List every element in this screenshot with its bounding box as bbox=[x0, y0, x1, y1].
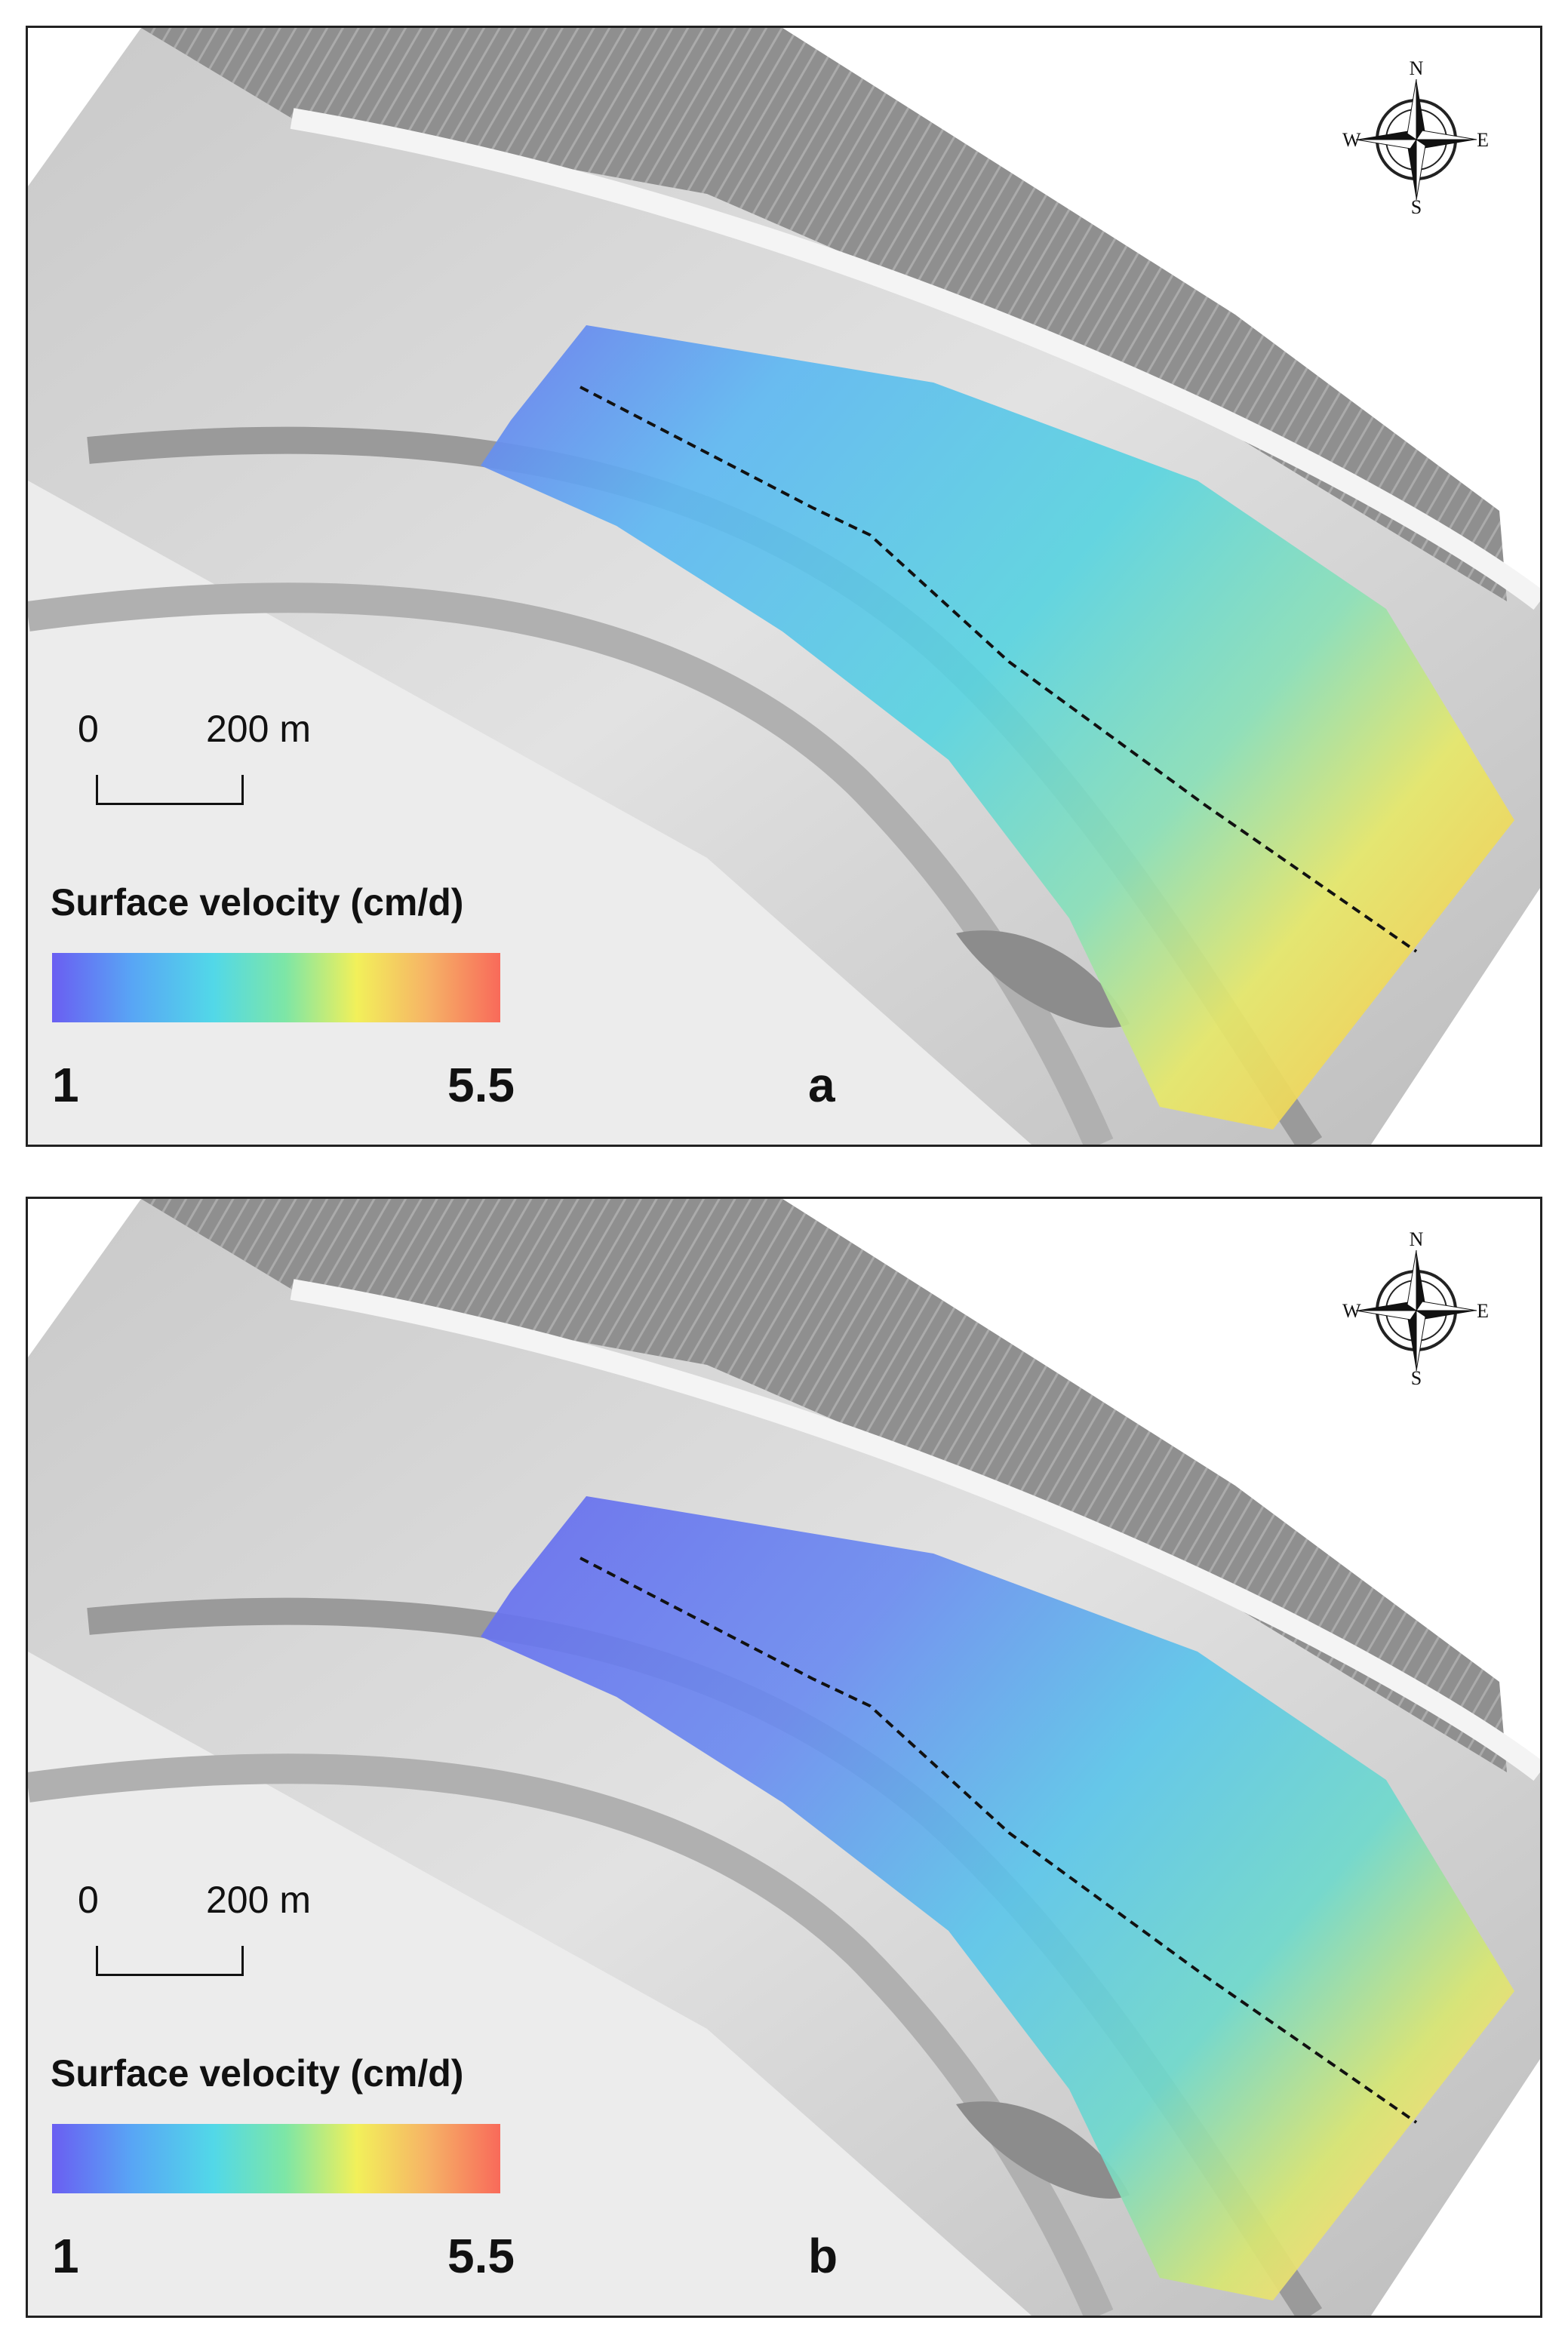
scale-bar bbox=[96, 775, 244, 805]
scale-distance: 200 m bbox=[206, 1879, 311, 1921]
profile-line bbox=[580, 1557, 1418, 2124]
scale-zero: 0 bbox=[78, 1879, 99, 1921]
compass-e: E bbox=[1477, 1300, 1489, 1322]
compass-n: N bbox=[1410, 1229, 1424, 1250]
map-panel-a: N S E W 0 200 m Surface velocity (cm/d) … bbox=[26, 26, 1542, 1147]
compass-e: E bbox=[1477, 129, 1489, 151]
compass-w: W bbox=[1342, 1300, 1361, 1322]
map-panel-b: N S E W 0 200 m Surface velocity (cm/d) … bbox=[26, 1197, 1542, 2318]
compass-s: S bbox=[1411, 1367, 1422, 1388]
north-arrow-icon: N S E W bbox=[1341, 1228, 1492, 1389]
legend-title: Surface velocity (cm/d) bbox=[51, 2052, 464, 2095]
legend-title: Surface velocity (cm/d) bbox=[51, 881, 464, 924]
scale-zero: 0 bbox=[78, 708, 99, 750]
scale-bar bbox=[96, 1946, 244, 1976]
velocity-overlay bbox=[481, 325, 1514, 1129]
hillshade-map bbox=[28, 1199, 1540, 2316]
scale-distance: 200 m bbox=[206, 708, 311, 750]
hillshade-map bbox=[28, 28, 1540, 1145]
compass-w: W bbox=[1342, 129, 1361, 151]
compass-s: S bbox=[1411, 196, 1422, 217]
panel-label: a bbox=[808, 1058, 835, 1112]
legend-max: 5.5 bbox=[447, 1058, 515, 1112]
legend-color-ramp bbox=[52, 953, 500, 1022]
legend-color-ramp bbox=[52, 2124, 500, 2193]
velocity-overlay bbox=[481, 1496, 1514, 2300]
legend-max: 5.5 bbox=[447, 2229, 515, 2283]
north-arrow-icon: N S E W bbox=[1341, 57, 1492, 218]
legend-min: 1 bbox=[52, 2229, 79, 2283]
compass-n: N bbox=[1410, 58, 1424, 79]
panel-label: b bbox=[808, 2229, 838, 2283]
legend-min: 1 bbox=[52, 1058, 79, 1112]
profile-line bbox=[580, 386, 1418, 953]
